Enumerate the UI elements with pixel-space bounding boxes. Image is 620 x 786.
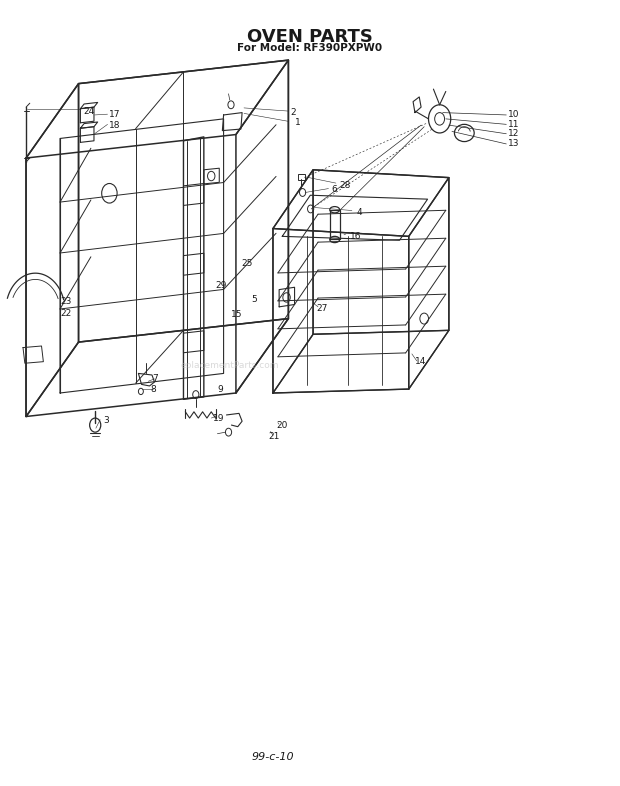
Text: 7: 7 (153, 374, 158, 384)
Text: 29: 29 (216, 281, 227, 290)
Text: 28: 28 (339, 181, 350, 190)
Text: 6: 6 (332, 185, 337, 194)
Text: For Model: RF390PXPW0: For Model: RF390PXPW0 (237, 43, 383, 53)
Text: 27: 27 (316, 304, 327, 313)
Text: OVEN PARTS: OVEN PARTS (247, 28, 373, 46)
Text: 4: 4 (356, 208, 362, 218)
Text: 24: 24 (83, 107, 94, 116)
Text: 5: 5 (251, 295, 257, 303)
Text: 8: 8 (151, 385, 156, 395)
Text: 23: 23 (60, 297, 71, 306)
Text: 1: 1 (294, 118, 300, 127)
Text: 15: 15 (231, 310, 242, 319)
Text: 16: 16 (350, 232, 361, 241)
Text: 18: 18 (109, 120, 121, 130)
Text: 13: 13 (508, 139, 519, 149)
Text: 2: 2 (290, 108, 296, 117)
Text: 25: 25 (241, 259, 252, 268)
Text: eplacementParts.com: eplacementParts.com (180, 361, 279, 370)
Text: 11: 11 (508, 119, 519, 129)
Text: 99-c-10: 99-c-10 (252, 752, 294, 762)
Text: 14: 14 (415, 357, 427, 366)
Text: 3: 3 (104, 416, 109, 425)
Text: 17: 17 (109, 111, 121, 119)
Text: 19: 19 (213, 413, 224, 423)
Text: 21: 21 (268, 432, 280, 442)
Text: 9: 9 (218, 384, 223, 394)
Text: 20: 20 (276, 421, 288, 431)
Text: 10: 10 (508, 111, 519, 119)
Text: 12: 12 (508, 129, 519, 138)
Text: 22: 22 (60, 309, 71, 318)
